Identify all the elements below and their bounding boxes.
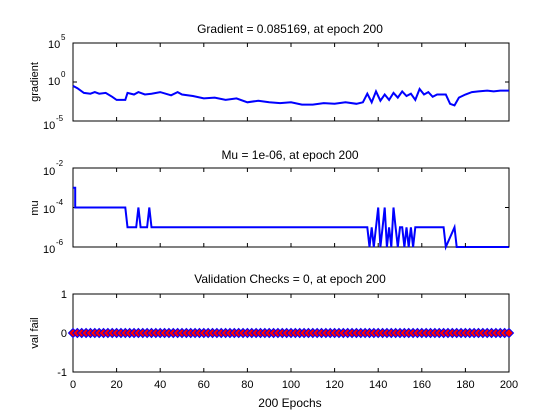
xtick-label: 200 (500, 379, 518, 391)
x-axis-label: 200 Epochs (258, 396, 321, 410)
gradient-ytick-label-mid: 10 0 (48, 70, 66, 88)
xtick-label: 20 (110, 379, 122, 391)
svg-text:10: 10 (43, 244, 55, 256)
valfail-markers (67, 327, 515, 339)
valfail-ytick-label-mid: 0 (61, 328, 67, 340)
valfail-panel: Validation Checks = 0, at epoch 200 1 0 … (29, 43, 518, 410)
svg-text:10: 10 (43, 204, 55, 216)
svg-text:-6: -6 (56, 238, 64, 247)
xtick-label: 180 (456, 379, 474, 391)
xtick-label: 80 (241, 379, 253, 391)
mu-ylabel: mu (29, 200, 41, 215)
svg-text:10: 10 (43, 166, 55, 178)
xtick-label: 120 (325, 379, 343, 391)
valfail-ytick-label-top: 1 (61, 289, 67, 301)
xtick-label: 0 (70, 379, 76, 391)
xtick-label: 60 (198, 379, 210, 391)
svg-text:-2: -2 (56, 159, 64, 168)
gradient-series-line (72, 85, 509, 107)
mu-ytick-label-mid: 10 -4 (43, 198, 64, 216)
valfail-title: Validation Checks = 0, at epoch 200 (194, 272, 386, 286)
svg-text:10: 10 (43, 120, 55, 132)
xtick-group: 0 20 40 60 80 100 120 140 160 180 200 (70, 43, 518, 391)
svg-text:-5: -5 (56, 114, 64, 123)
svg-text:5: 5 (61, 33, 66, 42)
xtick-label: 140 (369, 379, 387, 391)
svg-text:10: 10 (48, 76, 60, 88)
gradient-ytick-label-top: 10 5 (48, 33, 66, 51)
mu-title: Mu = 1e-06, at epoch 200 (221, 148, 358, 162)
xtick-label: 160 (413, 379, 431, 391)
valfail-point (503, 327, 515, 339)
valfail-ylabel: val fail (29, 317, 41, 348)
svg-text:0: 0 (61, 70, 66, 79)
svg-text:-4: -4 (56, 198, 64, 207)
svg-text:10: 10 (48, 39, 60, 51)
mu-series-line (73, 186, 509, 251)
gradient-ytick-label-bot: 10 -5 (43, 114, 64, 132)
valfail-ytick-label-bot: -1 (57, 367, 67, 379)
mu-ytick-label-bot: 10 -6 (43, 238, 64, 256)
gradient-panel: Gradient = 0.085169, at epoch 200 10 5 1… (29, 22, 510, 132)
xtick-label: 40 (154, 379, 166, 391)
gradient-title: Gradient = 0.085169, at epoch 200 (197, 22, 383, 36)
gradient-ylabel: gradient (29, 62, 41, 102)
mu-ytick-label-top: 10 -2 (43, 159, 64, 178)
xtick-label: 100 (282, 379, 300, 391)
